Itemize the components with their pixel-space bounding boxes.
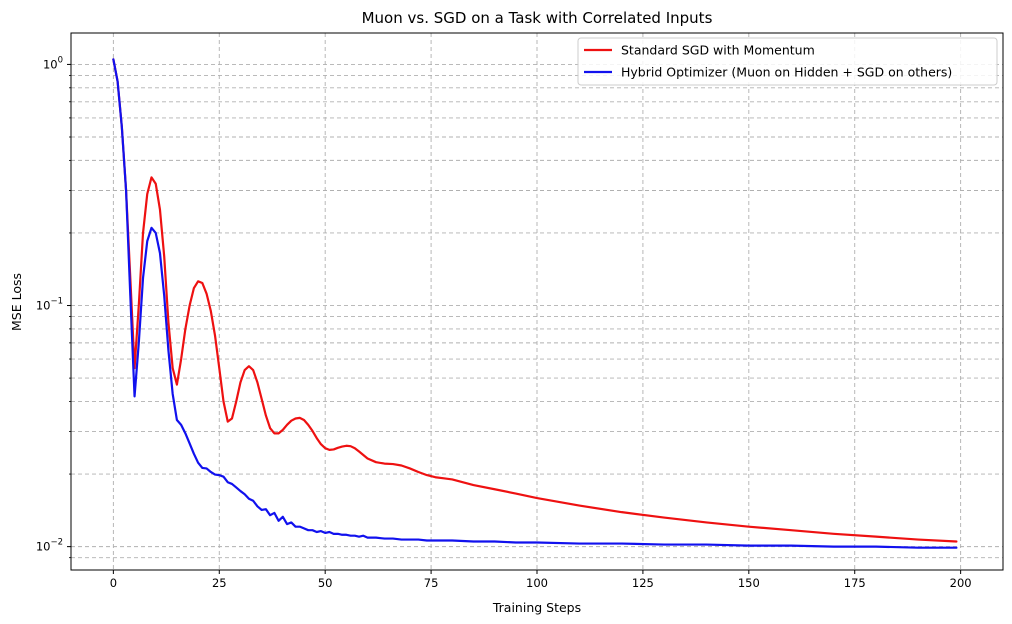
x-tick-label: 25 (212, 576, 227, 590)
x-axis-title: Training Steps (492, 600, 581, 615)
grid-layer (71, 33, 1003, 570)
x-tick-label: 100 (526, 576, 548, 590)
y-tick-exponent: −1 (50, 297, 63, 307)
series-line-sgd (112, 58, 958, 543)
y-tick-label: 100 (43, 55, 63, 71)
x-tick-label: 150 (738, 576, 760, 590)
chart-title: Muon vs. SGD on a Task with Correlated I… (362, 9, 713, 27)
y-tick-base: 10 (36, 299, 51, 313)
x-tick-label: 125 (632, 576, 654, 590)
series-line-hybrid (112, 58, 958, 549)
x-tick-label: 200 (950, 576, 972, 590)
y-tick-exponent: −2 (50, 538, 63, 548)
x-tick-label: 175 (844, 576, 866, 590)
y-tick-base: 10 (36, 540, 51, 554)
y-tick-label: 10−2 (36, 538, 63, 554)
x-tick-label: 75 (424, 576, 439, 590)
series-layer (112, 58, 958, 549)
legend-label-sgd: Standard SGD with Momentum (621, 43, 815, 58)
y-tick-exponent: 0 (58, 55, 63, 65)
x-tick-label: 0 (110, 576, 117, 590)
legend: Standard SGD with Momentum Hybrid Optimi… (577, 37, 998, 86)
y-tick-base: 10 (43, 57, 58, 71)
y-axis-title: MSE Loss (9, 273, 24, 331)
legend-frame (577, 37, 998, 86)
y-tick-label: 10−1 (36, 297, 63, 313)
x-tick-label: 50 (318, 576, 333, 590)
legend-label-hybrid: Hybrid Optimizer (Muon on Hidden + SGD o… (621, 65, 952, 80)
